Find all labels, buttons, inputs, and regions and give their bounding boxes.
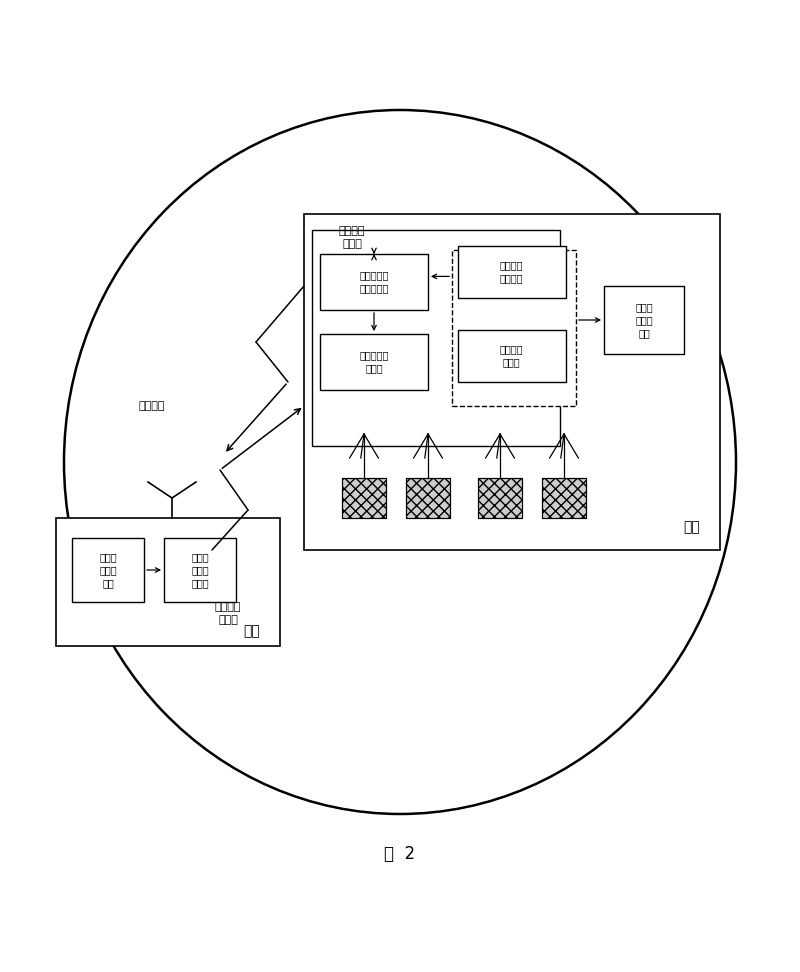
Bar [458, 246, 566, 298]
Bar [478, 478, 522, 518]
Bar [304, 214, 720, 550]
Bar [320, 334, 428, 390]
Text: 反馈信
息处理
单元: 反馈信 息处理 单元 [99, 552, 117, 588]
Text: 图  2: 图 2 [385, 845, 415, 863]
Bar [164, 538, 236, 602]
Bar [56, 518, 280, 646]
Bar [478, 478, 522, 518]
Text: 信道变化跟
踪单元: 信道变化跟 踪单元 [359, 350, 389, 373]
Bar [542, 478, 586, 518]
Bar [406, 478, 450, 518]
Text: 预编码
矢量提
取单元: 预编码 矢量提 取单元 [191, 552, 209, 588]
Bar [342, 478, 386, 518]
Text: 基站: 基站 [243, 624, 260, 638]
Bar [72, 538, 144, 602]
Bar [312, 230, 560, 446]
Text: 完整码本
搜索单元: 完整码本 搜索单元 [500, 260, 523, 284]
Bar [604, 286, 684, 354]
Text: 用户: 用户 [683, 520, 700, 534]
Bar [452, 250, 576, 406]
Text: 反馈信息: 反馈信息 [138, 401, 166, 411]
Bar [342, 478, 386, 518]
Text: 基站发射
的信息: 基站发射 的信息 [214, 602, 242, 625]
Bar [542, 478, 586, 518]
Text: 基站发射
的信息: 基站发射 的信息 [338, 226, 366, 249]
Bar [458, 330, 566, 382]
Text: 信道状态信
息获取单元: 信道状态信 息获取单元 [359, 270, 389, 294]
Text: 子码本搜
索单元: 子码本搜 索单元 [500, 344, 523, 367]
Bar [406, 478, 450, 518]
Text: 反馈信
息合成
单元: 反馈信 息合成 单元 [635, 301, 653, 338]
Bar [320, 254, 428, 310]
